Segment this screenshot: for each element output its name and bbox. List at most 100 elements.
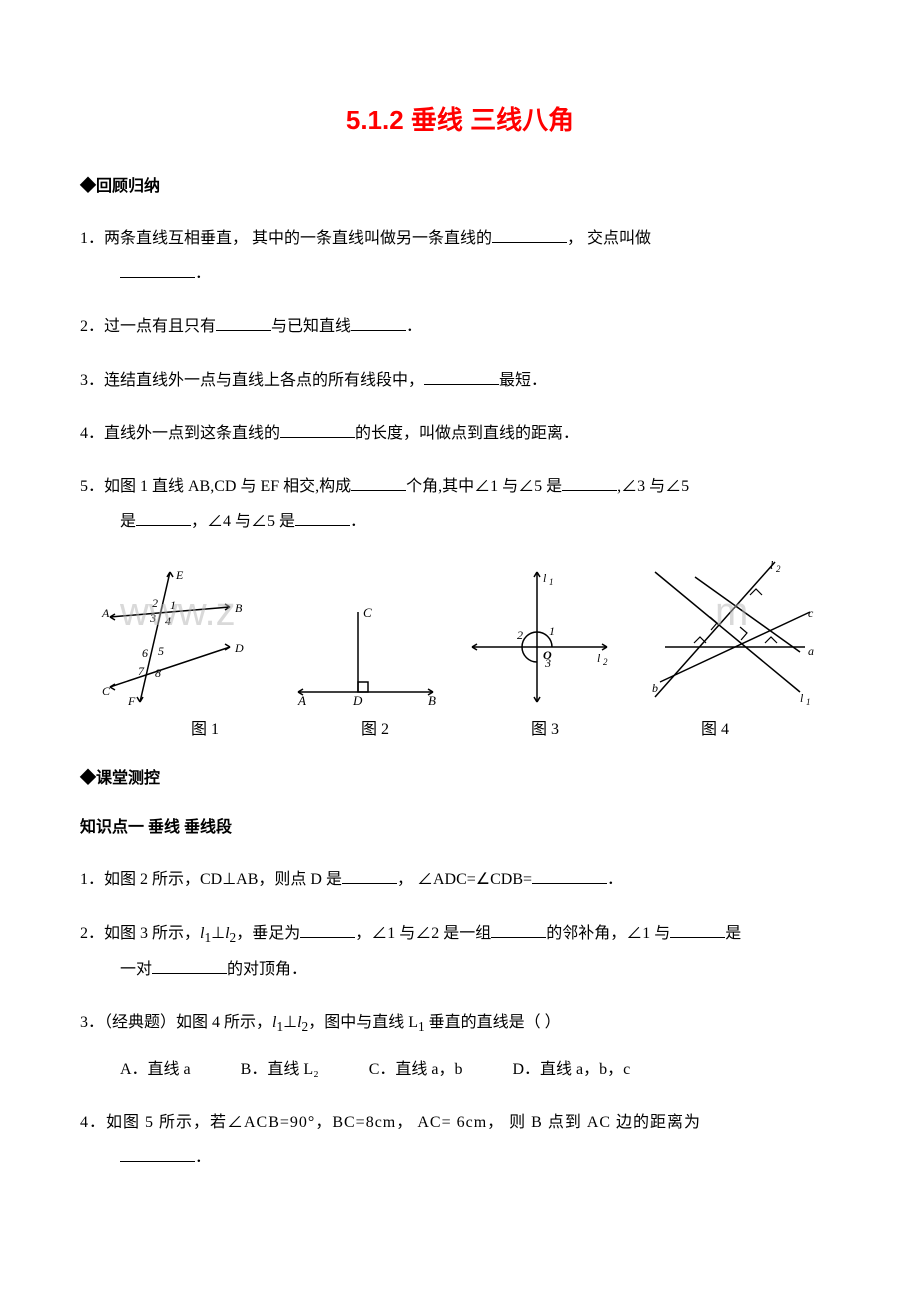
item-text: 个角,其中∠1 与∠5 是 [406,478,562,495]
svg-text:3: 3 [149,611,156,625]
blank [491,920,546,938]
blank [280,420,355,438]
svg-text:E: E [175,568,184,582]
figure-label-2: 图 2 [290,715,460,739]
review-item-4: 4．直线外一点到这条直线的 的长度，叫做点到直线的距离． [80,416,840,451]
svg-text:2: 2 [776,564,781,574]
blank [670,920,725,938]
item-text: ， 交点叫做 [567,230,651,247]
svg-text:l: l [770,558,774,572]
svg-text:O: O [543,648,552,662]
svg-text:l: l [800,691,804,705]
svg-text:A: A [297,693,306,707]
figure-4: l2 l1 cab [640,557,820,707]
svg-text:1: 1 [549,577,554,587]
svg-text:b: b [652,681,658,695]
review-section-header: ◆回顾归纳 [80,172,840,196]
blank [216,313,271,331]
item-text: ．直线外一点到这条直线的 [88,425,280,442]
item-text: 的长度，叫做点到直线的距离． [355,425,579,442]
blank [300,920,355,938]
item-text: 与已知直线 [271,318,351,335]
svg-text:D: D [352,693,363,707]
review-item-2: 2．过一点有且只有 与已知直线 ． [80,309,840,344]
choice-c: C．直线 a，b [369,1052,463,1087]
blank [562,473,617,491]
test-item-4: 4．如图 5 所示，若∠ACB=90°，BC=8cm， AC= 6cm， 则 B… [80,1105,840,1175]
svg-text:5: 5 [158,644,164,658]
test-section-header: ◆课堂测控 [80,764,840,788]
svg-text:a: a [808,644,814,658]
item-text: 的对顶角． [227,961,307,978]
svg-text:l: l [597,651,601,665]
blank [492,225,567,243]
item-text: 一对 [120,961,152,978]
figure-2: C A D B [283,597,443,707]
test-item-3: 3．（经典题）如图 4 所示，l1⊥l2，图中与直线 L1 垂直的直线是（ ） … [80,1005,840,1087]
svg-text:D: D [234,641,244,655]
item-text: ．如图 1 直线 AB,CD 与 EF 相交,构成 [88,478,351,495]
choice-d: D．直线 a，b，c [512,1052,630,1087]
svg-text:F: F [127,694,136,707]
review-item-3: 3．连结直线外一点与直线上各点的所有线段中，最短． [80,363,840,398]
choice-a: A．直线 a [120,1052,191,1087]
figure-labels-row: 图 1 图 2 图 3 图 4 [120,715,800,739]
item-text: ． [406,318,422,335]
svg-text:B: B [235,601,243,615]
item-text: 4 [80,425,88,442]
item-text: ．如图 5 所示，若∠ACB=90°，BC=8cm， AC= 6cm， 则 B … [89,1114,701,1131]
svg-text:7: 7 [138,664,145,678]
test-item-1: 1．如图 2 所示，CD⊥AB，则点 D 是 ， ∠ADC=∠CDB= ． [80,862,840,897]
svg-text:2: 2 [517,628,523,642]
item-text: 2 [80,318,88,335]
item-text: ．（经典题）如图 4 所示，l1⊥l2，图中与直线 L1 垂直的直线是（ ） [88,1014,561,1031]
figures-row: EAB CDF 2134 6578 CADB [100,557,820,707]
svg-text:1: 1 [549,624,555,638]
review-item-1: 1．两条直线互相垂直， 其中的一条直线叫做另一条直线的 ， 交点叫做 ． [80,221,840,291]
item-text: ． [350,513,366,530]
item-text: 1 [80,230,88,247]
item-text: 3 [80,372,88,389]
svg-text:C: C [363,605,372,620]
svg-text:6: 6 [142,646,148,660]
item-text: 3 [80,1014,88,1031]
item-text: ，∠1 与∠2 是一组 [355,925,491,942]
item-text: 1 [80,871,88,888]
blank [351,473,406,491]
item-text: ．如图 3 所示，l1⊥l2，垂足为 [88,925,300,942]
item-text: ． [195,265,211,282]
figure-label-3: 图 3 [460,715,630,739]
blank [351,313,406,331]
blank [295,508,350,526]
figure-label-4: 图 4 [630,715,800,739]
review-item-5: 5．如图 1 直线 AB,CD 与 EF 相交,构成个角,其中∠1 与∠5 是,… [80,469,840,539]
item-text: ．过一点有且只有 [88,318,216,335]
item-text: 的邻补角，∠1 与 [546,925,670,942]
item-text: 5 [80,478,88,495]
svg-text:c: c [808,606,814,620]
item-text: ．如图 2 所示，CD⊥AB，则点 D 是 [88,871,342,888]
svg-text:2: 2 [603,657,608,667]
item-text: ．两条直线互相垂直， 其中的一条直线叫做另一条直线的 [88,230,492,247]
blank [152,956,227,974]
item-text: ，∠4 与∠5 是 [191,513,295,530]
item-text: ． [607,871,623,888]
document-title: 5.1.2 垂线 三线八角 [80,100,840,137]
svg-text:A: A [101,606,110,620]
figure-1: EAB CDF 2134 6578 [100,567,260,707]
figure-label-1: 图 1 [120,715,290,739]
item-text: ， ∠ADC=∠CDB= [397,871,532,888]
blank [424,367,499,385]
item-text: ． [195,1149,212,1166]
blank [120,260,195,278]
item-text: 4 [80,1114,89,1131]
svg-text:2: 2 [152,596,158,610]
blank [342,866,397,884]
item-text: 2 [80,925,88,942]
svg-text:B: B [428,693,436,707]
svg-text:C: C [102,684,111,698]
blank [120,1144,195,1162]
item-text: 是 [120,513,136,530]
item-text: 是 [725,925,741,942]
item-text: 最短． [499,372,547,389]
